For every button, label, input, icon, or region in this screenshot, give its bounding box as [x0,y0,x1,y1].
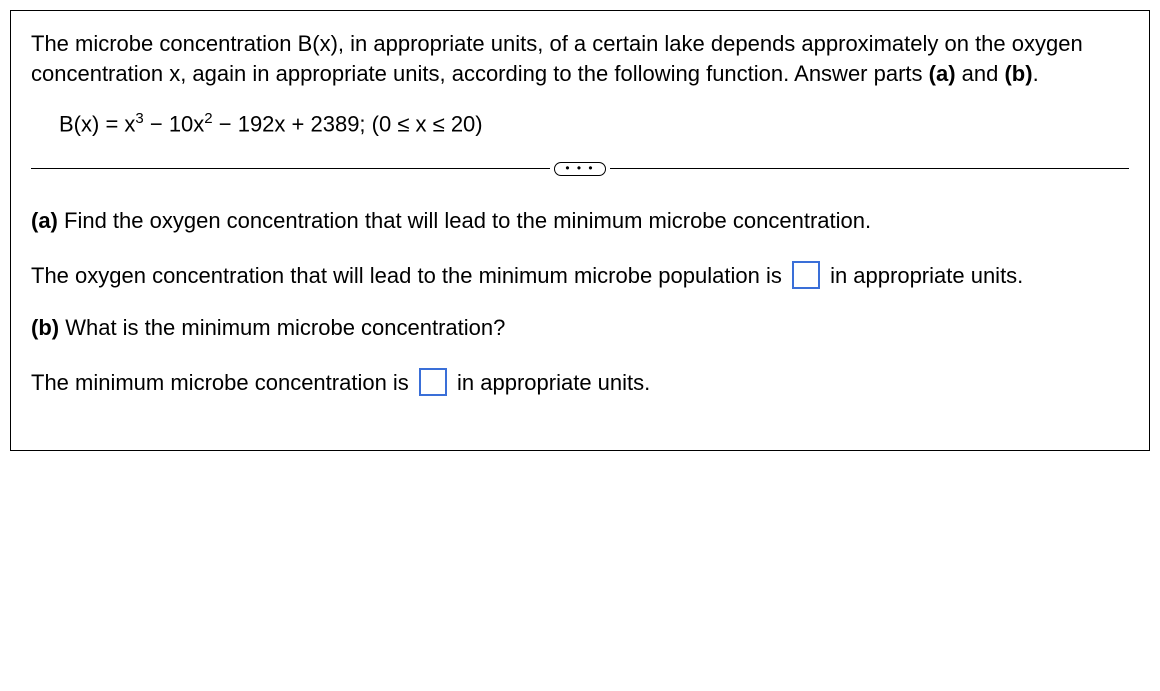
divider: • • • [31,162,1129,176]
part-b-answer-line: The minimum microbe concentration is in … [31,364,1129,401]
expand-pill[interactable]: • • • [554,162,605,176]
part-a-answer-input[interactable] [792,261,820,289]
equation-prefix: B(x) = x [59,112,135,137]
part-a-heading: (a) Find the oxygen concentration that w… [31,206,1129,236]
equation-mid1: − 10x [144,112,205,137]
equation-rest: − 192x + 2389; (0 ≤ x ≤ 20) [213,112,483,137]
part-b-answer-input[interactable] [419,368,447,396]
equation-sup2: 2 [204,110,212,127]
part-b-answer-before: The minimum microbe concentration is [31,370,415,395]
problem-intro: The microbe concentration B(x), in appro… [31,29,1129,88]
part-b-answer-after: in appropriate units. [451,370,650,395]
dots-icon: • • • [565,164,594,172]
part-b-heading: (b) What is the minimum microbe concentr… [31,313,1129,343]
part-a-answer-line: The oxygen concentration that will lead … [31,257,1129,294]
divider-line-right [610,168,1129,169]
part-a-answer-after: in appropriate units. [824,263,1023,288]
part-a-answer-before: The oxygen concentration that will lead … [31,263,788,288]
equation: B(x) = x3 − 10x2 − 192x + 2389; (0 ≤ x ≤… [59,110,1129,137]
equation-sup1: 3 [135,110,143,127]
problem-container: The microbe concentration B(x), in appro… [10,10,1150,451]
divider-line-left [31,168,550,169]
